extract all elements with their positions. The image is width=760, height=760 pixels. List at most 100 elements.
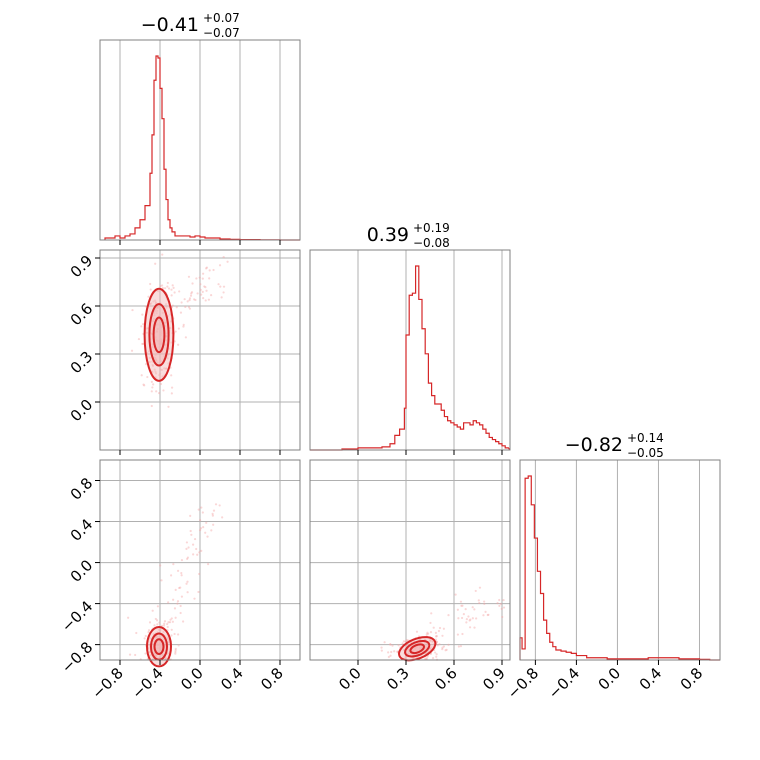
scatter-point-r1c0 (200, 293, 203, 296)
scatter-point-r1c0 (155, 339, 158, 342)
scatter-point-r1c0 (154, 353, 157, 357)
scatter-point-r2c0 (174, 588, 177, 591)
scatter-point-r2c1 (465, 621, 468, 624)
scatter-point-r2c1 (429, 647, 432, 651)
scatter-point-r2c1 (419, 647, 423, 650)
x-tick-label-param-0-2: 0.0 (177, 664, 207, 694)
scatter-point-r2c0 (149, 654, 152, 657)
y-tick-label-param-2-0: −0.8 (58, 638, 96, 676)
scatter-point-r2c1 (425, 633, 428, 636)
scatter-point-r1c0 (159, 342, 163, 345)
scatter-point-r1c0 (151, 386, 154, 389)
scatter-point-r1c0 (194, 298, 197, 302)
scatter-point-r2c0 (185, 582, 188, 585)
scatter-point-r1c0 (159, 372, 162, 375)
scatter-point-r2c1 (412, 650, 415, 653)
scatter-point-r2c0 (186, 557, 189, 561)
scatter-point-r2c0 (157, 650, 161, 653)
scatter-point-r1c0 (174, 330, 177, 333)
scatter-point-r2c1 (434, 651, 437, 654)
scatter-point-r2c1 (389, 654, 392, 657)
scatter-point-r2c1 (498, 598, 501, 602)
scatter-point-r1c0 (145, 331, 149, 334)
x-tick-label-param-0-0: −0.8 (88, 664, 126, 702)
scatter-point-r1c0 (159, 382, 163, 386)
scatter-point-r1c0 (182, 325, 185, 328)
scatter-point-r2c0 (156, 605, 159, 608)
scatter-point-r2c1 (445, 648, 448, 651)
scatter-point-r1c0 (210, 294, 213, 297)
scatter-point-r2c0 (192, 553, 195, 556)
scatter-point-r2c0 (156, 647, 159, 650)
scatter-point-r1c0 (165, 367, 168, 370)
scatter-point-r2c1 (456, 633, 460, 636)
scatter-point-r2c1 (498, 604, 501, 607)
scatter-point-r2c0 (212, 523, 215, 526)
scatter-point-r1c0 (157, 342, 161, 345)
scatter-point-r1c0 (144, 363, 148, 366)
scatter-point-r1c0 (186, 300, 189, 303)
x-tick-label-param-2-2: 0.0 (595, 664, 625, 694)
scatter-point-r1c0 (156, 328, 159, 331)
scatter-point-r2c0 (164, 657, 167, 660)
scatter-point-r1c0 (217, 283, 220, 286)
scatter-point-r2c1 (483, 602, 486, 606)
scatter-point-r2c0 (189, 529, 192, 533)
scatter-point-r1c0 (179, 311, 183, 314)
scatter-point-r1c0 (187, 275, 191, 278)
scatter-point-r2c1 (436, 644, 439, 647)
scatter-point-r2c0 (147, 629, 151, 632)
scatter-point-r2c1 (393, 650, 396, 653)
scatter-point-r2c0 (182, 620, 185, 623)
scatter-point-r1c0 (158, 343, 162, 346)
scatter-point-r2c0 (127, 616, 130, 619)
scatter-point-r1c0 (190, 291, 194, 294)
scatter-point-r2c0 (159, 564, 162, 567)
scatter-point-r1c0 (203, 285, 206, 288)
scatter-point-r2c1 (462, 613, 465, 616)
scatter-point-r2c1 (501, 615, 504, 619)
scatter-point-r1c0 (169, 327, 172, 330)
scatter-point-r2c0 (160, 579, 163, 582)
scatter-point-r1c0 (155, 359, 158, 362)
scatter-point-r2c0 (161, 653, 164, 657)
scatter-point-r1c0 (161, 375, 164, 378)
scatter-point-r1c0 (171, 284, 174, 287)
scatter-point-r2c0 (170, 634, 173, 637)
scatter-point-r1c0 (183, 298, 186, 301)
scatter-point-r2c0 (148, 621, 152, 624)
scatter-point-r2c0 (195, 547, 198, 551)
scatter-point-r2c1 (441, 634, 444, 637)
contour-level-0-r2c1 (398, 636, 437, 662)
scatter-point-r2c0 (185, 541, 189, 544)
x-tick-label-param-2-0: −0.8 (504, 664, 542, 702)
scatter-point-r2c1 (441, 647, 444, 651)
scatter-point-r1c0 (171, 304, 174, 307)
y-tick-label-param-2-2: 0.0 (67, 556, 97, 586)
scatter-point-r1c0 (159, 334, 162, 337)
scatter-point-r2c1 (478, 586, 482, 589)
scatter-point-r1c0 (159, 341, 162, 344)
scatter-point-r1c0 (218, 264, 222, 267)
scatter-point-r1c0 (152, 312, 156, 315)
scatter-point-r1c0 (160, 360, 163, 363)
scatter-point-r2c0 (167, 621, 170, 624)
scatter-point-r2c1 (459, 600, 463, 603)
scatter-point-r1c0 (155, 359, 158, 362)
scatter-point-r1c0 (130, 349, 134, 352)
scatter-point-r1c0 (157, 340, 160, 343)
scatter-point-r1c0 (187, 305, 191, 309)
scatter-point-r1c0 (166, 285, 169, 288)
title-param-0-plus: +0.07 (203, 11, 240, 25)
scatter-point-r1c0 (155, 312, 158, 315)
x-tick-label-param-0-4: 0.8 (257, 664, 287, 694)
x-tick-label-param-2-4: 0.8 (677, 664, 707, 694)
scatter-point-r2c0 (156, 623, 159, 626)
scatter-point-r2c1 (390, 650, 393, 654)
scatter-point-r2c1 (387, 655, 390, 659)
scatter-point-r2c0 (154, 654, 157, 657)
scatter-point-r1c0 (158, 346, 161, 349)
scatter-point-r2c1 (407, 652, 410, 655)
scatter-point-r2c0 (143, 637, 146, 640)
scatter-point-r2c0 (206, 535, 209, 538)
